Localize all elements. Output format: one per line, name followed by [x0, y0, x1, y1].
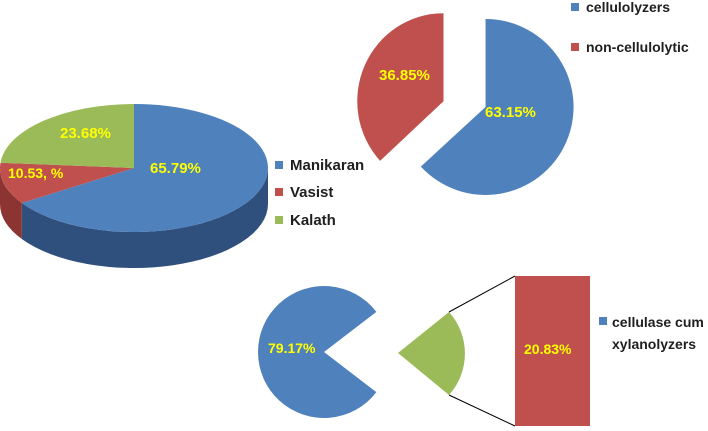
data-label-main: 79.17%	[268, 340, 316, 356]
legend-swatch-xylanolyzers	[599, 317, 607, 325]
legend-xylanolyzers: cellulase cum xylanolyzers	[599, 314, 704, 352]
legend-swatch-cellulolyzers	[571, 3, 579, 11]
legend-label-kalath: Kalath	[290, 212, 336, 229]
legend-locations: Manikaran Vasist Kalath	[275, 157, 364, 229]
legend-cellulolytic: cellulolyzers non-cellulolytic	[571, 0, 689, 55]
pie-chart-cellulolytic: 63.15% 36.85% cellulolyzers non-cellulol…	[357, 0, 689, 195]
legend-label-vasist: Vasist	[290, 184, 333, 201]
pie-slice-manikaran	[21, 104, 269, 232]
legend-swatch-manikaran	[275, 161, 283, 169]
pie-slice-kalath	[0, 104, 134, 168]
pie-slice-non-cellulolytic	[357, 13, 444, 161]
pie-side-red	[0, 168, 22, 239]
legend-label-xylanolyzers-line2: xylanolyzers	[612, 336, 696, 352]
legend-label-xylanolyzers-line1: cellulase cum	[612, 314, 704, 330]
legend-swatch-vasist	[275, 188, 283, 196]
pie-chart-locations: 65.79% 10.53, % 23.68% Manikaran Vasist …	[0, 104, 364, 268]
pie-slice-vasist	[0, 162, 134, 203]
legend-label-non-cellulolytic: non-cellulolytic	[586, 39, 689, 55]
pie-side-blue	[21, 168, 268, 268]
legend-label-manikaran: Manikaran	[290, 157, 364, 174]
connector-line-bottom	[448, 394, 516, 427]
bar-segment-xylanolyzers	[515, 276, 590, 426]
pie-slice-cellulolyzers	[420, 18, 574, 195]
legend-swatch-kalath	[275, 216, 283, 224]
connector-line-top	[448, 275, 516, 313]
legend-label-cellulolyzers: cellulolyzers	[586, 0, 670, 15]
data-label-kalath: 23.68%	[60, 125, 111, 142]
data-label-manikaran: 65.79%	[150, 160, 201, 177]
data-label-non-cellulolytic: 36.85%	[379, 67, 430, 84]
data-label-cellulolyzers: 63.15%	[485, 104, 536, 121]
data-label-vasist: 10.53, %	[8, 165, 64, 181]
pie-slice-xylanolyzers	[398, 312, 465, 395]
pie-slice-main	[258, 286, 377, 418]
data-label-bar: 20.83%	[524, 341, 572, 357]
pie-of-bar-chart: 79.17% 20.83% cellulase cum xylanolyzers	[258, 275, 704, 427]
legend-swatch-non-cellulolytic	[571, 43, 579, 51]
